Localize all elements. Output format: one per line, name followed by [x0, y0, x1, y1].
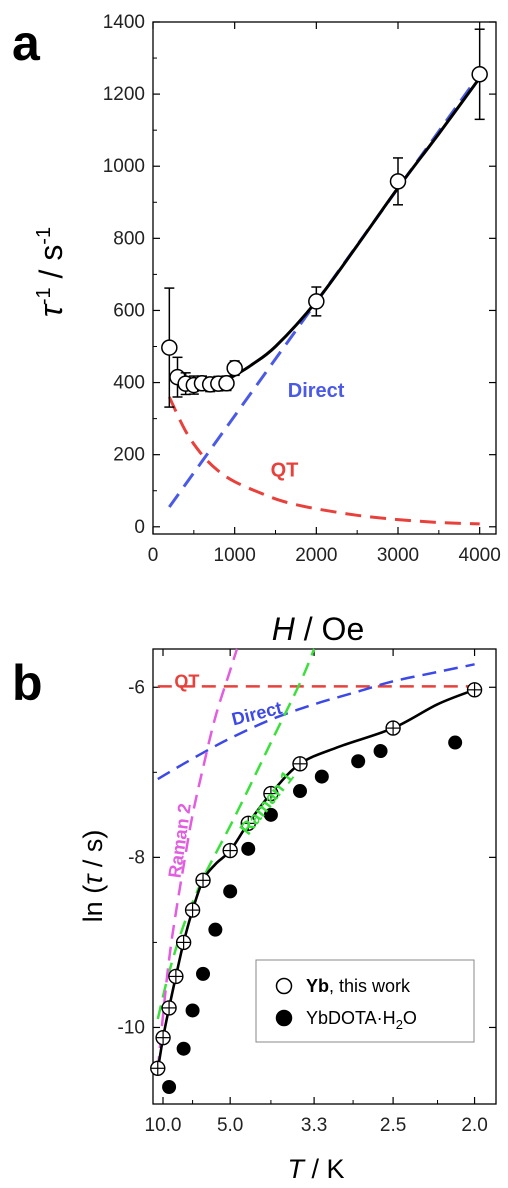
data-point [308, 293, 325, 310]
panel-a-y-axis-title: τ-1 / s-1 [33, 227, 69, 317]
y-tick-label: 400 [113, 373, 145, 394]
x-tick-label: 2.0 [461, 1115, 487, 1136]
x-tick-label: 3000 [377, 545, 419, 566]
panel-a-axes: 0 1000 2000 3000 4000 0 200 400 600 800 1000 1200 14… [103, 12, 501, 566]
panel-a-annotations: Direct QT [271, 380, 345, 481]
data-point-filled [241, 841, 256, 856]
data-point-filled [208, 922, 223, 937]
y-tick-label: 800 [113, 228, 145, 249]
y-tick-label: 0 [134, 517, 145, 538]
legend-open-marker [275, 977, 293, 995]
panel-b-y-axis-title: ln (τ / s) [78, 830, 108, 923]
component-raman-1 [156, 648, 316, 1020]
y-tick-label: -10 [118, 1017, 145, 1038]
fit-line [156, 688, 476, 1071]
panel-a-data-points [161, 28, 488, 408]
panel-a-x-axis-title: H / Oe [272, 611, 364, 647]
x-tick-label: 0 [148, 545, 159, 566]
y-tick-label: 1400 [103, 12, 145, 33]
x-tick-label: 4000 [459, 545, 501, 566]
y-tick-label: 1000 [103, 156, 145, 177]
x-tick-label: 10.0 [145, 1115, 182, 1136]
panel-b-axes: 10.0 5.0 3.3 2.5 2.0 -10 -8 -6 [118, 648, 497, 1136]
data-point-filled [185, 1003, 200, 1018]
component-raman-2 [156, 648, 239, 1071]
data-point [471, 66, 488, 83]
panel-b-fit-curve [156, 688, 476, 1071]
data-point-filled [176, 1041, 191, 1056]
x-tick-label: 2.5 [380, 1115, 406, 1136]
data-point-filled [293, 784, 307, 799]
fit-line [172, 77, 481, 387]
data-point-filled [448, 735, 463, 750]
annotation-raman-1: Raman 1 [236, 767, 298, 838]
y-tick-label: 200 [113, 445, 145, 466]
legend-entry-ybdota: YbDOTA·H2O [306, 1008, 417, 1032]
x-tick-label: 2000 [295, 545, 337, 566]
annotation-qt: QT [174, 671, 199, 691]
legend-filled-marker [275, 1009, 293, 1027]
panel-label-b: b [12, 655, 43, 711]
legend-entry-yb: Yb, this work [306, 976, 411, 996]
component-qt [167, 396, 480, 526]
panel-b: b 10.0 5.0 3.3 2.5 2.0-10-8-6 QTDirectRaman … [12, 648, 497, 1184]
panel-b-component-curves [156, 648, 475, 1071]
data-point-filled [223, 884, 238, 899]
data-point-filled [263, 807, 278, 822]
component-direct [157, 663, 475, 781]
y-tick-label: -8 [128, 847, 145, 868]
data-point [226, 359, 243, 377]
y-tick-label: 1200 [103, 84, 145, 105]
data-point-filled [373, 744, 388, 759]
panel-b-legend: Yb, this work YbDOTA·H2O [255, 959, 475, 1043]
x-tick-label: 5.0 [217, 1115, 243, 1136]
data-point [389, 173, 407, 190]
data-point-filled [162, 1079, 177, 1094]
panel-a-fit-curve [172, 77, 481, 387]
x-tick-label: 1000 [214, 545, 256, 566]
annotation-direct: Direct [288, 380, 345, 402]
panel-a-component-curves [167, 73, 481, 526]
panel-label-a: a [12, 15, 41, 71]
data-point [161, 339, 178, 356]
panel-b-x-axis-title: T / K [287, 1154, 344, 1184]
x-tick-label: 3.3 [301, 1115, 327, 1136]
annotation-raman-2: Raman 2 [165, 802, 195, 879]
panel-a: a 0 1000 2000 3000 4000 0 200 400 600 800 1000 1200… [12, 12, 501, 647]
panel-a-frame [152, 21, 497, 535]
y-tick-label: 600 [113, 300, 145, 321]
data-point [218, 375, 235, 392]
data-point-filled [314, 769, 329, 784]
data-point-filled [196, 966, 211, 981]
y-tick-label: -6 [128, 677, 145, 698]
panel-b-data-points [150, 682, 483, 1094]
annotation-qt: QT [271, 459, 299, 481]
component-direct [168, 73, 481, 508]
data-point-filled [351, 754, 366, 769]
panel-b-frame [152, 648, 497, 1105]
